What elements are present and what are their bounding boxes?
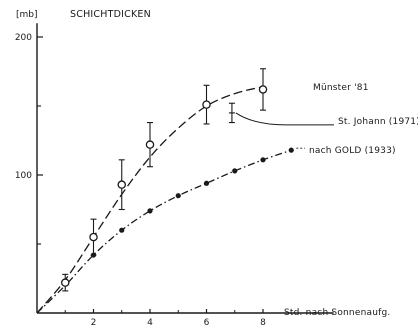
gold-point-0 bbox=[90, 252, 97, 258]
curve-nach-gold-1933 bbox=[36, 149, 292, 314]
muenster-point-5 bbox=[258, 85, 268, 94]
gold-point-1 bbox=[119, 227, 125, 233]
gold-point-6 bbox=[260, 157, 266, 163]
label-st-johann-1971: St. Johann (1971) bbox=[338, 117, 418, 127]
muenster-point-4 bbox=[202, 100, 211, 109]
label-muenster-81: Münster '81 bbox=[313, 83, 369, 93]
curves bbox=[36, 86, 292, 314]
y-axis-unit-label: [mb] bbox=[16, 10, 38, 20]
markers bbox=[61, 68, 294, 292]
axes bbox=[36, 23, 334, 314]
x-tick-label-8: 8 bbox=[260, 318, 266, 328]
y-tick-label-100: 100 bbox=[15, 171, 32, 181]
muenster-point-2 bbox=[117, 180, 127, 189]
muenster-point-3 bbox=[145, 140, 155, 149]
muenster-point-0 bbox=[61, 278, 70, 287]
st-johann-leader-line bbox=[235, 112, 334, 126]
x-tick-label-6: 6 bbox=[204, 318, 210, 328]
annotation-lines bbox=[235, 112, 334, 149]
x-tick-label-4: 4 bbox=[147, 318, 153, 328]
gold-point-4 bbox=[203, 180, 210, 186]
x-tick-label-2: 2 bbox=[91, 318, 97, 328]
y-tick-label-200: 200 bbox=[15, 33, 32, 43]
gold-point-2 bbox=[147, 208, 153, 214]
muenster-point-1 bbox=[89, 232, 98, 242]
label-nach-gold-1933: nach GOLD (1933) bbox=[309, 146, 396, 156]
ticks: 100 200 2 4 6 8 bbox=[15, 33, 266, 328]
curve-muenster-81 bbox=[36, 86, 264, 314]
x-axis-label: Std. nach Sonnenaufg. bbox=[284, 308, 390, 318]
gold-point-7 bbox=[288, 147, 294, 153]
chart-title: SCHICHTDICKEN bbox=[70, 9, 151, 20]
gold-point-3 bbox=[175, 193, 181, 199]
gold-point-5 bbox=[232, 168, 238, 174]
